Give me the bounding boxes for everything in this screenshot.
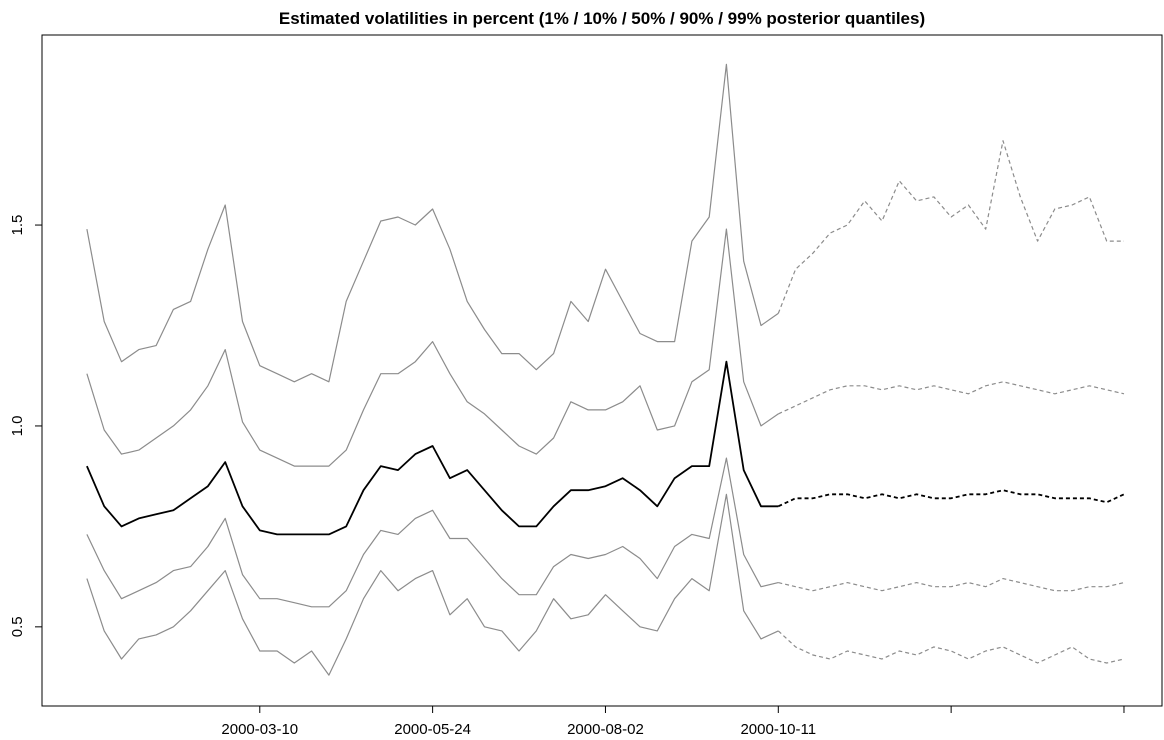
x-tick-label: 2000-03-10 bbox=[221, 721, 298, 738]
series-line bbox=[777, 489, 1125, 508]
x-tick-label: 2000-05-24 bbox=[394, 721, 471, 738]
x-tick-label: 2000-10-11 bbox=[740, 721, 816, 738]
plot-frame bbox=[41, 34, 1163, 707]
chart-title: Estimated volatilities in percent (1% / … bbox=[279, 9, 925, 28]
series-line bbox=[86, 457, 779, 608]
series-line bbox=[778, 381, 1125, 415]
series-line bbox=[86, 63, 779, 383]
series-line bbox=[86, 493, 779, 676]
series-line bbox=[777, 140, 1124, 314]
series-line bbox=[777, 630, 1125, 664]
series-line bbox=[778, 578, 1125, 592]
y-tick-label: 1.0 bbox=[9, 416, 26, 437]
series-line bbox=[86, 228, 779, 467]
y-tick-label: 1.5 bbox=[9, 215, 26, 236]
y-tick-label: 0.5 bbox=[9, 616, 26, 637]
series-line bbox=[86, 360, 779, 536]
x-tick-label: 2000-08-02 bbox=[567, 721, 644, 738]
